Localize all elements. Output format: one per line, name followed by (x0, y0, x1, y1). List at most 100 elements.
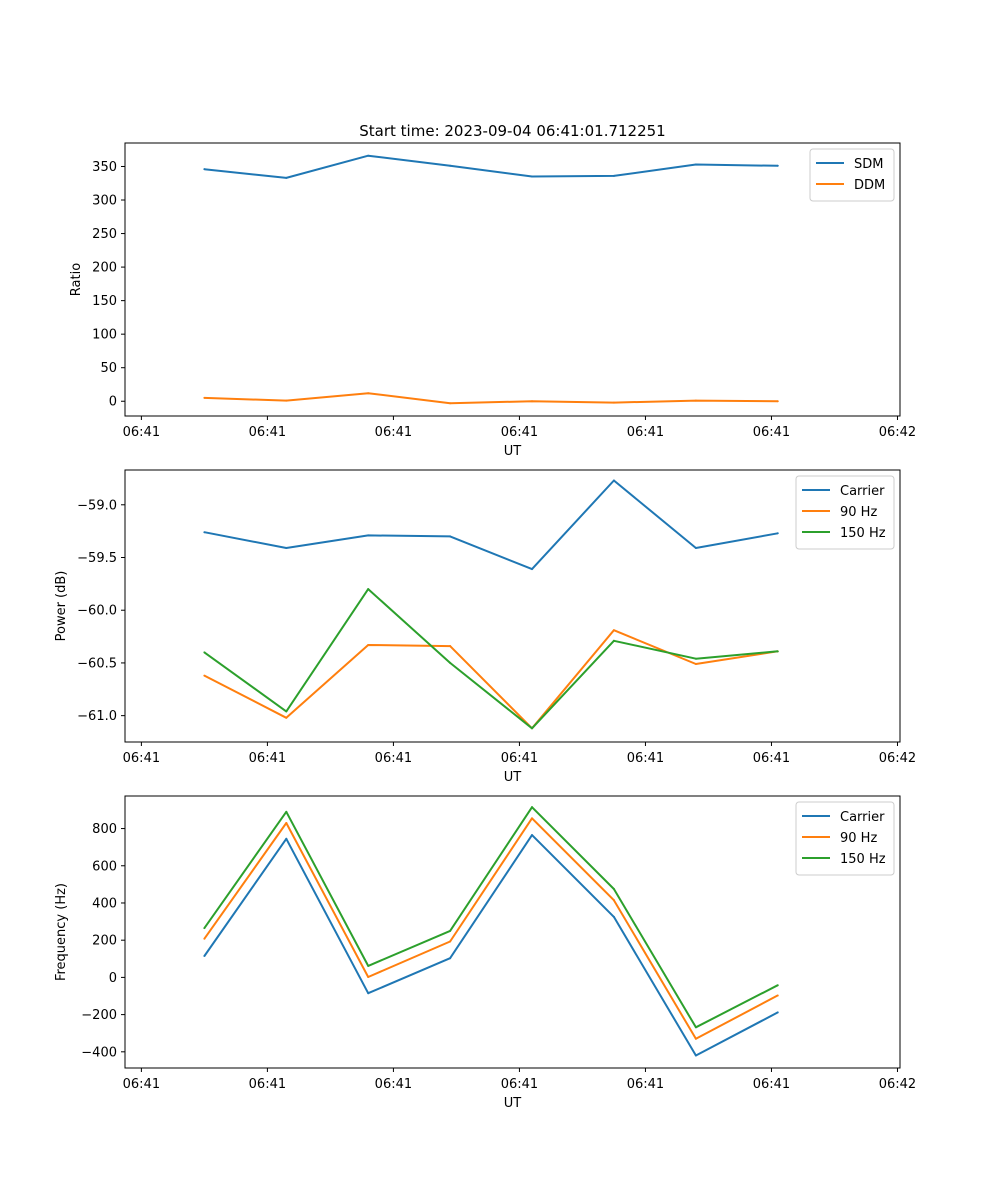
frequency-series-90-hz-point (367, 976, 370, 979)
power-series-90-hz-point (449, 645, 452, 648)
frequency-series-150-hz-point (694, 1026, 697, 1029)
ratio-y-tick-label: 0 (109, 395, 117, 410)
ratio-series-ddm-point (285, 399, 288, 402)
ratio-series-sdm-point (531, 175, 534, 178)
frequency-x-tick-label: 06:41 (753, 1077, 790, 1092)
power-series-150-hz-point (367, 588, 370, 591)
frequency-series-carrier-point (285, 837, 288, 840)
power-y-tick-label: −61.0 (77, 709, 117, 724)
power-series-150-hz-point (285, 710, 288, 713)
power-legend-label: Carrier (840, 484, 885, 499)
frequency-series-carrier-point (612, 915, 615, 918)
frequency-series-90-hz-point (612, 899, 615, 902)
power-series-carrier-point (285, 547, 288, 550)
frequency-x-tick-label: 06:41 (249, 1077, 286, 1092)
ratio-series-sdm-point (776, 164, 779, 167)
ratio-series-sdm-point (203, 168, 206, 171)
frequency-series-90-hz-point (285, 821, 288, 824)
power-x-tick-label: 06:41 (249, 751, 286, 766)
power-series-150-hz-point (203, 651, 206, 654)
frequency-series-90-hz-line (203, 817, 779, 1040)
figure-title: Start time: 2023-09-04 06:41:01.712251 (359, 122, 665, 140)
frequency-series-carrier-point (203, 955, 206, 957)
frequency-x-tick-label: 06:42 (879, 1077, 916, 1092)
power-legend-label: 150 Hz (840, 526, 886, 541)
ratio-x-tick-label: 06:41 (123, 425, 160, 440)
ratio-y-tick-label: 100 (92, 328, 117, 343)
ratio-y-tick-label: 250 (92, 227, 117, 242)
frequency-axes-frame (124, 795, 901, 1069)
power-legend-box (795, 475, 895, 550)
ratio-axes-frame (124, 142, 901, 417)
frequency-legend-label: Carrier (840, 810, 885, 825)
power-x-tick-label: 06:42 (879, 751, 916, 766)
frequency-series-90-hz-point (203, 937, 206, 940)
power-x-tick-label: 06:41 (753, 751, 790, 766)
power-series-90-hz-line (203, 629, 778, 730)
frequency-series-90-hz-point (531, 817, 534, 820)
ratio-series-sdm-point (285, 176, 288, 179)
frequency-y-tick-label: 800 (92, 822, 117, 837)
frequency-x-tick-label: 06:41 (375, 1077, 412, 1092)
frequency-series-carrier-point (531, 834, 534, 837)
ratio-x-tick-label: 06:41 (627, 425, 664, 440)
frequency-series-90-hz-point (776, 994, 779, 997)
power-x-tick-label: 06:41 (375, 751, 412, 766)
power-x-tick-label: 06:41 (123, 751, 160, 766)
power-series-90-hz-point (367, 644, 370, 647)
ratio-series-ddm-point (694, 399, 697, 402)
frequency-series-90-hz-point (449, 940, 452, 943)
ratio-y-axis-label: Ratio (69, 263, 84, 296)
power-series-90-hz-point (285, 716, 288, 719)
frequency-y-tick-label: −400 (81, 1045, 117, 1060)
power-series-150-hz-line (203, 588, 778, 730)
frequency-y-axis-label: Frequency (Hz) (54, 883, 69, 981)
ratio-series-ddm-point (367, 392, 370, 395)
power-series-carrier-line (204, 479, 778, 571)
ratio-y-tick-label: 350 (92, 160, 117, 175)
ratio-series-sdm-line (204, 154, 778, 179)
ratio-series-sdm-point (367, 154, 370, 157)
frequency-series-carrier-line (203, 834, 779, 1057)
ratio-series-ddm-point (612, 401, 615, 404)
frequency-x-axis-label: UT (504, 1096, 522, 1111)
frequency-legend-label: 90 Hz (840, 831, 877, 846)
ratio-series-ddm-point (203, 396, 206, 399)
frequency-x-tick-label: 06:41 (123, 1077, 160, 1092)
frequency-y-tick-label: 600 (92, 859, 117, 874)
ratio-y-tick-label: 200 (92, 261, 117, 276)
power-series-150-hz-point (694, 657, 697, 660)
power-series-90-hz-point (612, 629, 615, 632)
power-series-150-hz-point (776, 650, 779, 653)
ratio-y-tick-label: 50 (100, 361, 117, 376)
frequency-series-150-hz-point (776, 984, 779, 987)
power-axes-frame (124, 469, 901, 743)
power-series-carrier-point (776, 532, 779, 535)
power-series-90-hz-point (203, 674, 206, 677)
ratio-y-tick-label: 300 (92, 194, 117, 209)
frequency-series-150-hz-point (367, 964, 370, 967)
frequency-legend-box (795, 801, 895, 876)
ratio-series-ddm-line (204, 392, 778, 405)
power-series-carrier-point (449, 535, 452, 538)
power-series-150-hz-point (612, 639, 615, 642)
power-series-90-hz-point (694, 662, 697, 665)
frequency-series-150-hz-point (285, 810, 288, 813)
power-series-carrier-point (694, 547, 697, 550)
power-x-tick-label: 06:41 (501, 751, 538, 766)
ratio-x-axis-label: UT (504, 444, 522, 459)
chart-frequency: 06:41 06:41 06:41 06:41 06:41 06:41 06:42 −400 −… (54, 795, 916, 1111)
ratio-y-tick-label: 150 (92, 294, 117, 309)
frequency-y-tick-label: 400 (92, 896, 117, 911)
frequency-series-150-hz-point (449, 929, 452, 932)
frequency-series-90-hz-point (694, 1037, 697, 1040)
ratio-x-tick-label: 06:41 (375, 425, 412, 440)
frequency-series-150-hz-line (203, 806, 779, 1029)
ratio-series-sdm-point (612, 174, 615, 177)
ratio-x-tick-label: 06:41 (501, 425, 538, 440)
frequency-series-carrier-point (449, 957, 452, 960)
frequency-y-tick-label: 200 (92, 934, 117, 949)
power-x-axis-label: UT (504, 770, 522, 785)
frequency-y-tick-label: 0 (109, 971, 117, 986)
power-y-tick-label: −60.0 (77, 604, 117, 619)
